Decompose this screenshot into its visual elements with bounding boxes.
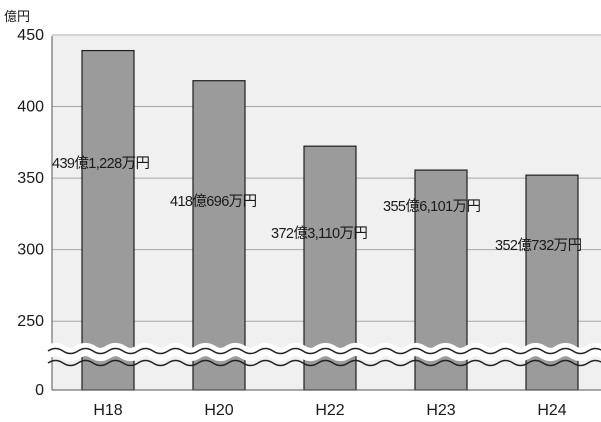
data-labels: 439億1,228万円 418億696万円 372億3,110万円 355億6,101… (52, 155, 582, 254)
x-tick-label: H18 (93, 402, 122, 419)
y-axis-ticks: 450 400 350 300 250 0 (17, 27, 44, 399)
bar (192, 80, 246, 391)
y-tick-label: 250 (17, 313, 44, 330)
y-tick-label: 400 (17, 99, 44, 116)
data-label: 355億6,101万円 (383, 198, 480, 215)
y-tick-label: 450 (17, 27, 44, 44)
axis-break-mark (44, 343, 601, 367)
axis-break-line-lower (47, 359, 601, 367)
axis-break-line-upper (47, 347, 601, 355)
x-axis-ticks: H18 H20 H22 H23 H24 (93, 402, 566, 419)
y-tick-label: 350 (17, 170, 44, 187)
y-axis-unit-label: 億円 (4, 9, 30, 24)
data-label: 439億1,228万円 (52, 155, 149, 172)
x-tick-label: H24 (537, 402, 566, 419)
data-label: 372億3,110万円 (271, 225, 367, 242)
y-tick-label: 0 (35, 382, 44, 399)
bar (81, 49, 135, 391)
data-label: 418億696万円 (170, 193, 257, 210)
y-tick-label: 300 (17, 242, 44, 259)
axis-break-band (44, 345, 601, 361)
x-tick-label: H20 (204, 402, 233, 419)
x-tick-label: H23 (426, 402, 455, 419)
x-tick-label: H22 (315, 402, 344, 419)
data-label: 352億732万円 (495, 237, 582, 254)
